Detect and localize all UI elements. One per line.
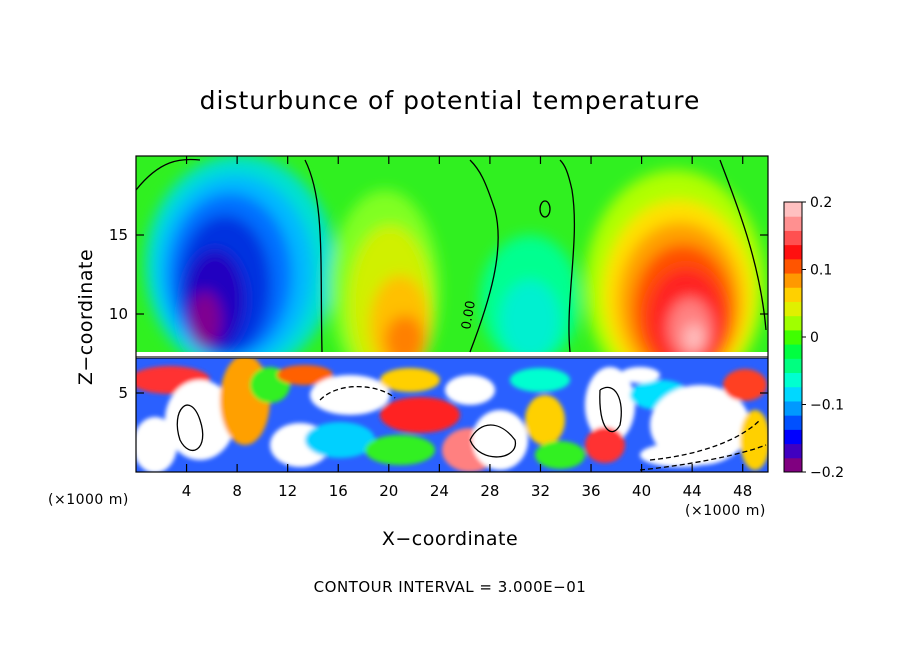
z-unit-label: (×1000 m) (48, 492, 129, 508)
colorbar-swatch (784, 415, 802, 430)
x-tick-label: 28 (480, 482, 499, 500)
x-tick-label: 8 (232, 482, 242, 500)
x-tick-label: 24 (430, 482, 449, 500)
colorbar-tick-label: 0.2 (810, 195, 832, 211)
x-tick-label: 32 (531, 482, 550, 500)
colorbar-swatch (784, 315, 802, 331)
colorbar-swatch (784, 400, 802, 416)
y-tick-label: 5 (118, 384, 128, 402)
x-tick-label: 48 (733, 482, 752, 500)
contour-interval-text: CONTOUR INTERVAL = 3.000E−01 (313, 578, 587, 596)
contour-label: 0.00 (459, 300, 479, 331)
colorbar-tick-label: −0.2 (810, 465, 844, 481)
x-tick-label: 36 (581, 482, 600, 500)
colorbar-swatch (784, 372, 802, 388)
colorbar-swatch (784, 457, 802, 473)
colorbar-tick-label: 0 (810, 330, 819, 346)
colorbar-swatch (784, 429, 802, 445)
x-axis-label: X−coordinate (381, 528, 519, 550)
colorbar-swatch (784, 358, 802, 374)
x-tick-label: 16 (329, 482, 348, 500)
y-axis: 5 10 15 (109, 226, 768, 402)
colorbar-swatch (784, 202, 802, 217)
colorbar-swatch (784, 258, 802, 274)
colorbar-swatch (784, 386, 802, 402)
x-tick-label: 40 (632, 482, 651, 500)
chart-title: disturbunce of potential temperature (199, 86, 701, 115)
colorbar-swatch (784, 301, 802, 317)
colorbar-swatch (784, 329, 802, 345)
x-tick-label: 12 (278, 482, 297, 500)
colorbar-swatch (784, 344, 802, 359)
x-unit-label: (×1000 m) (685, 503, 766, 519)
x-axis: 4 8 12 16 20 24 28 32 36 40 44 48 (182, 156, 752, 500)
x-tick-label: 44 (683, 482, 702, 500)
y-tick-label: 10 (109, 305, 128, 323)
colorbar-tick-label: 0.1 (810, 263, 832, 279)
x-tick-label: 20 (379, 482, 398, 500)
colorbar-swatch (784, 216, 802, 231)
colorbar-swatch (784, 443, 802, 459)
contour-lines (136, 158, 767, 471)
colorbar-tick-label: −0.1 (810, 398, 844, 414)
y-axis-label: Z−coordinate (75, 248, 97, 386)
colorbar-swatch (784, 287, 802, 302)
temperature-field (136, 156, 768, 472)
colorbar-swatch (784, 273, 802, 288)
colorbar-swatch (784, 244, 802, 260)
x-tick-label: 4 (182, 482, 192, 500)
colorbar-swatch (784, 230, 802, 246)
y-tick-label: 15 (109, 226, 128, 244)
colorbar: 0.2 0.1 0 −0.1 −0.2 (783, 195, 844, 481)
